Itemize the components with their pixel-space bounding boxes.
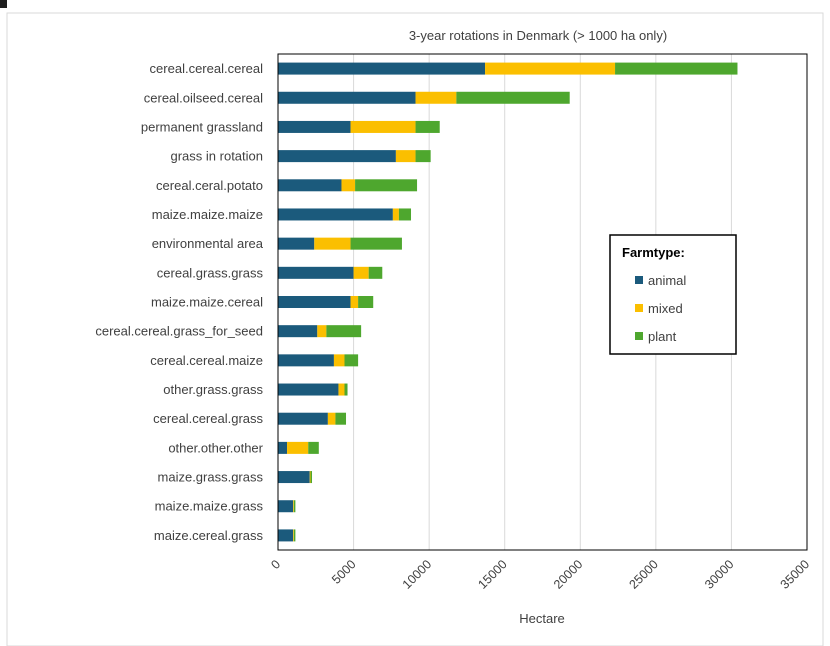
bar-segment-mixed: [350, 120, 416, 133]
category-label: cereal.grass.grass: [157, 265, 264, 280]
legend-label-mixed: mixed: [648, 301, 683, 316]
category-label: maize.maize.maize: [152, 207, 263, 222]
category-label: cereal.ceral.potato: [156, 178, 263, 193]
bar-segment-plant: [344, 354, 359, 367]
bar-segment-plant: [293, 529, 296, 542]
bar-segment-animal: [278, 529, 294, 542]
bar-segment-animal: [278, 62, 486, 75]
bar-segment-animal: [278, 471, 310, 484]
bar-segment-mixed: [395, 150, 416, 163]
category-label: cereal.cereal.maize: [150, 353, 263, 368]
window-corner-mark: [0, 0, 7, 8]
legend-label-animal: animal: [648, 273, 686, 288]
legend-title: Farmtype:: [622, 245, 685, 260]
legend: Farmtype: animal mixed plant: [609, 234, 737, 355]
bar-segment-plant: [398, 208, 412, 221]
bar-segment-plant: [350, 237, 402, 250]
bar-segment-plant: [415, 120, 440, 133]
bar-segment-plant: [355, 179, 418, 192]
category-label: maize.cereal.grass: [154, 528, 264, 543]
category-label: cereal.oilseed.cereal: [144, 90, 263, 105]
category-label: maize.grass.grass: [158, 470, 264, 485]
bar-segment-animal: [278, 500, 294, 513]
bar-segment-plant: [358, 296, 374, 308]
bar-segment-plant: [308, 441, 319, 454]
plot-area-border: [277, 53, 808, 551]
bar-segment-mixed: [415, 91, 457, 104]
bar-segment-animal: [278, 354, 334, 367]
category-label: grass in rotation: [171, 149, 264, 164]
bar-segment-animal: [278, 208, 393, 221]
bar-segment-mixed: [350, 296, 359, 308]
bar-segment-plant: [368, 266, 383, 279]
bar-segment-animal: [278, 383, 339, 396]
category-label: cereal.cereal.grass: [153, 411, 263, 426]
bar-segment-plant: [415, 150, 431, 163]
category-label: environmental area: [152, 236, 264, 251]
bar-segment-mixed: [314, 237, 351, 250]
bar-segment-plant: [456, 91, 570, 104]
bar-segment-plant: [344, 383, 348, 396]
category-label: permanent grassland: [141, 119, 263, 134]
bar-segment-plant: [615, 62, 738, 75]
bar-segment-mixed: [353, 266, 369, 279]
bar-segment-mixed: [293, 500, 294, 513]
bar-segment-mixed: [317, 325, 327, 338]
legend-label-plant: plant: [648, 329, 677, 344]
bar-segment-mixed: [341, 179, 356, 192]
legend-swatch-animal: [635, 276, 643, 284]
bar-segment-animal: [278, 150, 396, 163]
legend-swatch-plant: [635, 332, 643, 340]
bar-segment-animal: [278, 266, 354, 279]
category-label: other.grass.grass: [163, 382, 263, 397]
bar-segment-mixed: [338, 383, 345, 396]
bar-segment-animal: [278, 325, 318, 338]
bar-segment-plant: [335, 412, 347, 425]
bar-segment-mixed: [392, 208, 399, 221]
bar-segment-animal: [278, 120, 351, 133]
legend-swatch-mixed: [635, 304, 643, 312]
bar-segment-plant: [293, 500, 296, 513]
bar-segment-animal: [278, 412, 328, 425]
bar-segment-mixed: [333, 354, 345, 367]
bar-segment-animal: [278, 179, 342, 192]
bar-segment-mixed: [309, 471, 311, 484]
bar-segment-mixed: [485, 62, 616, 75]
bar-segment-mixed: [327, 412, 336, 425]
bar-segment-plant: [310, 471, 313, 484]
legend-box: [609, 234, 737, 355]
bar-segment-animal: [278, 296, 351, 308]
bar-segment-animal: [278, 237, 315, 250]
category-label: cereal.cereal.cereal: [150, 61, 264, 76]
x-axis-title: Hectare: [519, 611, 565, 626]
bar-segment-animal: [278, 91, 416, 104]
category-label: other.other.other: [168, 440, 263, 455]
bar-segment-animal: [278, 441, 288, 454]
category-label: maize.maize.grass: [155, 499, 264, 514]
bar-segment-mixed: [293, 529, 294, 542]
category-label: cereal.cereal.grass_for_seed: [95, 324, 263, 339]
bar-segment-mixed: [287, 441, 309, 454]
chart-title: 3-year rotations in Denmark (> 1000 ha o…: [409, 28, 667, 43]
category-label: maize.maize.cereal: [151, 295, 263, 310]
bar-segment-plant: [326, 325, 362, 338]
